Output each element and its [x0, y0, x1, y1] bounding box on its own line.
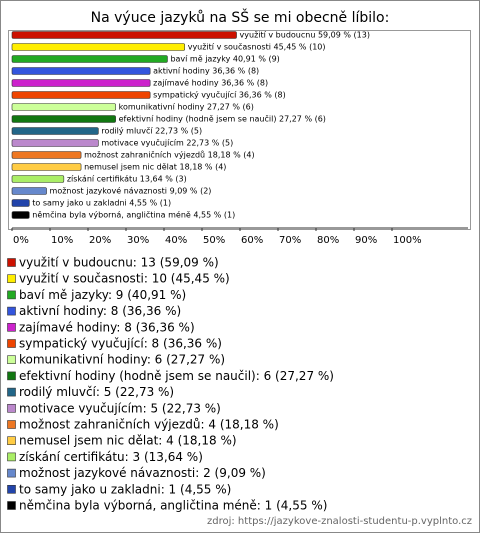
- legend-label: zajímavé hodiny: 8 (36,36 %): [19, 320, 195, 334]
- source: zdroj: https://jazykove-znalosti-student…: [207, 516, 472, 527]
- legend-label: baví mě jazyky: 9 (40,91 %): [19, 288, 186, 302]
- legend-label: rodilý mluvčí: 5 (22,73 %): [19, 385, 174, 399]
- bar-label: to samy jako u zakladni 4,55 % (1): [32, 199, 171, 208]
- bar: [11, 55, 168, 63]
- x-tick-label: 70%: [279, 235, 301, 246]
- x-tick-label: 100%: [393, 235, 422, 246]
- legend-swatch: [7, 452, 16, 462]
- bar-label: baví mě jazyky 40,91 % (9): [170, 55, 279, 64]
- bar-label: možnost zahraničních výjezdů 18,18 % (4): [84, 150, 254, 160]
- bar-label: nemusel jsem nic dělat 18,18 % (4): [84, 163, 226, 172]
- bar-label: zajímavé hodiny 36,36 % (8): [153, 78, 268, 88]
- bar-label: využití v současnosti 45,45 % (10): [188, 42, 326, 52]
- legend-label: nemusel jsem nic dělat: 4 (18,18 %): [19, 434, 237, 448]
- bar-label: motivace vyučujícím 22,73 % (5): [101, 138, 233, 148]
- bar: [11, 91, 151, 99]
- legend-swatch: [7, 258, 16, 267]
- bar: [11, 175, 65, 183]
- legend-swatch: [7, 387, 16, 397]
- legend-label: to samy jako u zakladni: 1 (4,55 %): [19, 482, 231, 496]
- legend-label: motivace vyučujícím: 5 (22,73 %): [19, 401, 221, 415]
- legend-swatch: [7, 403, 16, 413]
- bar: [11, 79, 151, 87]
- legend-label: získání certifikátu: 3 (13,64 %): [19, 450, 203, 464]
- legend-label: aktivní hodiny: 8 (36,36 %): [19, 304, 181, 318]
- x-tick-label: 0%: [13, 235, 29, 246]
- bar-label: využití v budoucnu 59,09 % (13): [240, 31, 370, 40]
- legend-swatch: [7, 274, 16, 284]
- legend-swatch: [7, 355, 16, 365]
- bar-label: rodilý mluvčí 22,73 % (5): [101, 126, 202, 136]
- bar: [11, 211, 30, 219]
- x-tick-label: 80%: [317, 235, 339, 246]
- bar: [11, 43, 186, 51]
- legend-label: komunikativní hodiny: 6 (27,27 %): [19, 353, 225, 367]
- bar-label: komunikativní hodiny 27,27 % (6): [119, 103, 254, 112]
- legend-label: němčina byla výborná, angličtina méně: 1…: [19, 499, 327, 513]
- bar: [11, 103, 116, 111]
- legend-label: možnost jazykové návaznosti: 2 (9,09 %): [19, 466, 266, 480]
- bar-label: efektivní hodiny (hodně jsem se naučil) …: [119, 114, 326, 124]
- legend-swatch: [7, 339, 16, 348]
- bar-label: získání certifikátu 13,64 % (3): [67, 175, 187, 184]
- bar-label: aktivní hodiny 36,36 % (8): [153, 67, 259, 76]
- legend-swatch: [7, 484, 16, 494]
- x-tick-label: 10%: [51, 235, 73, 246]
- x-tick-label: 90%: [355, 235, 377, 246]
- chart-title: Na výuce jazyků na SŠ se mi obecně líbil…: [91, 8, 390, 26]
- legend-swatch: [7, 371, 16, 381]
- x-tick-label: 20%: [89, 235, 111, 246]
- legend-swatch: [7, 468, 16, 478]
- x-tick-label: 60%: [241, 235, 263, 246]
- bar: [11, 139, 99, 147]
- x-tick-label: 50%: [203, 235, 225, 246]
- legend-swatch: [7, 420, 16, 429]
- legend-label: využití v současnosti: 10 (45,45 %): [19, 272, 230, 286]
- bar: [11, 115, 116, 123]
- bar: [11, 187, 47, 195]
- bar-label: němčina byla výborná, angličtina méně 4,…: [32, 210, 235, 220]
- bar: [11, 31, 237, 39]
- legend-label: možnost zahraničních výjezdů: 4 (18,18 %…: [19, 418, 279, 432]
- legend-swatch: [7, 322, 16, 332]
- legend-label: sympatický vyučující: 8 (36,36 %): [19, 337, 222, 351]
- bar-label: možnost jazykové návaznosti 9,09 % (2): [50, 186, 212, 196]
- legend-label: využití v budoucnu: 13 (59,09 %): [19, 256, 219, 270]
- legend-swatch: [7, 290, 16, 300]
- bar: [11, 151, 82, 159]
- bar: [11, 127, 99, 135]
- legend-swatch: [7, 436, 16, 446]
- legend-swatch: [7, 501, 16, 510]
- bar: [11, 163, 82, 171]
- legend-swatch: [7, 306, 16, 316]
- bar-label: sympatický vyučující 36,36 % (8): [153, 90, 286, 100]
- bar: [11, 199, 30, 207]
- bar: [11, 67, 151, 75]
- x-tick-label: 40%: [165, 235, 187, 246]
- legend-label: efektivní hodiny (hodně jsem se naučil):…: [19, 369, 334, 383]
- x-tick-label: 30%: [127, 235, 149, 246]
